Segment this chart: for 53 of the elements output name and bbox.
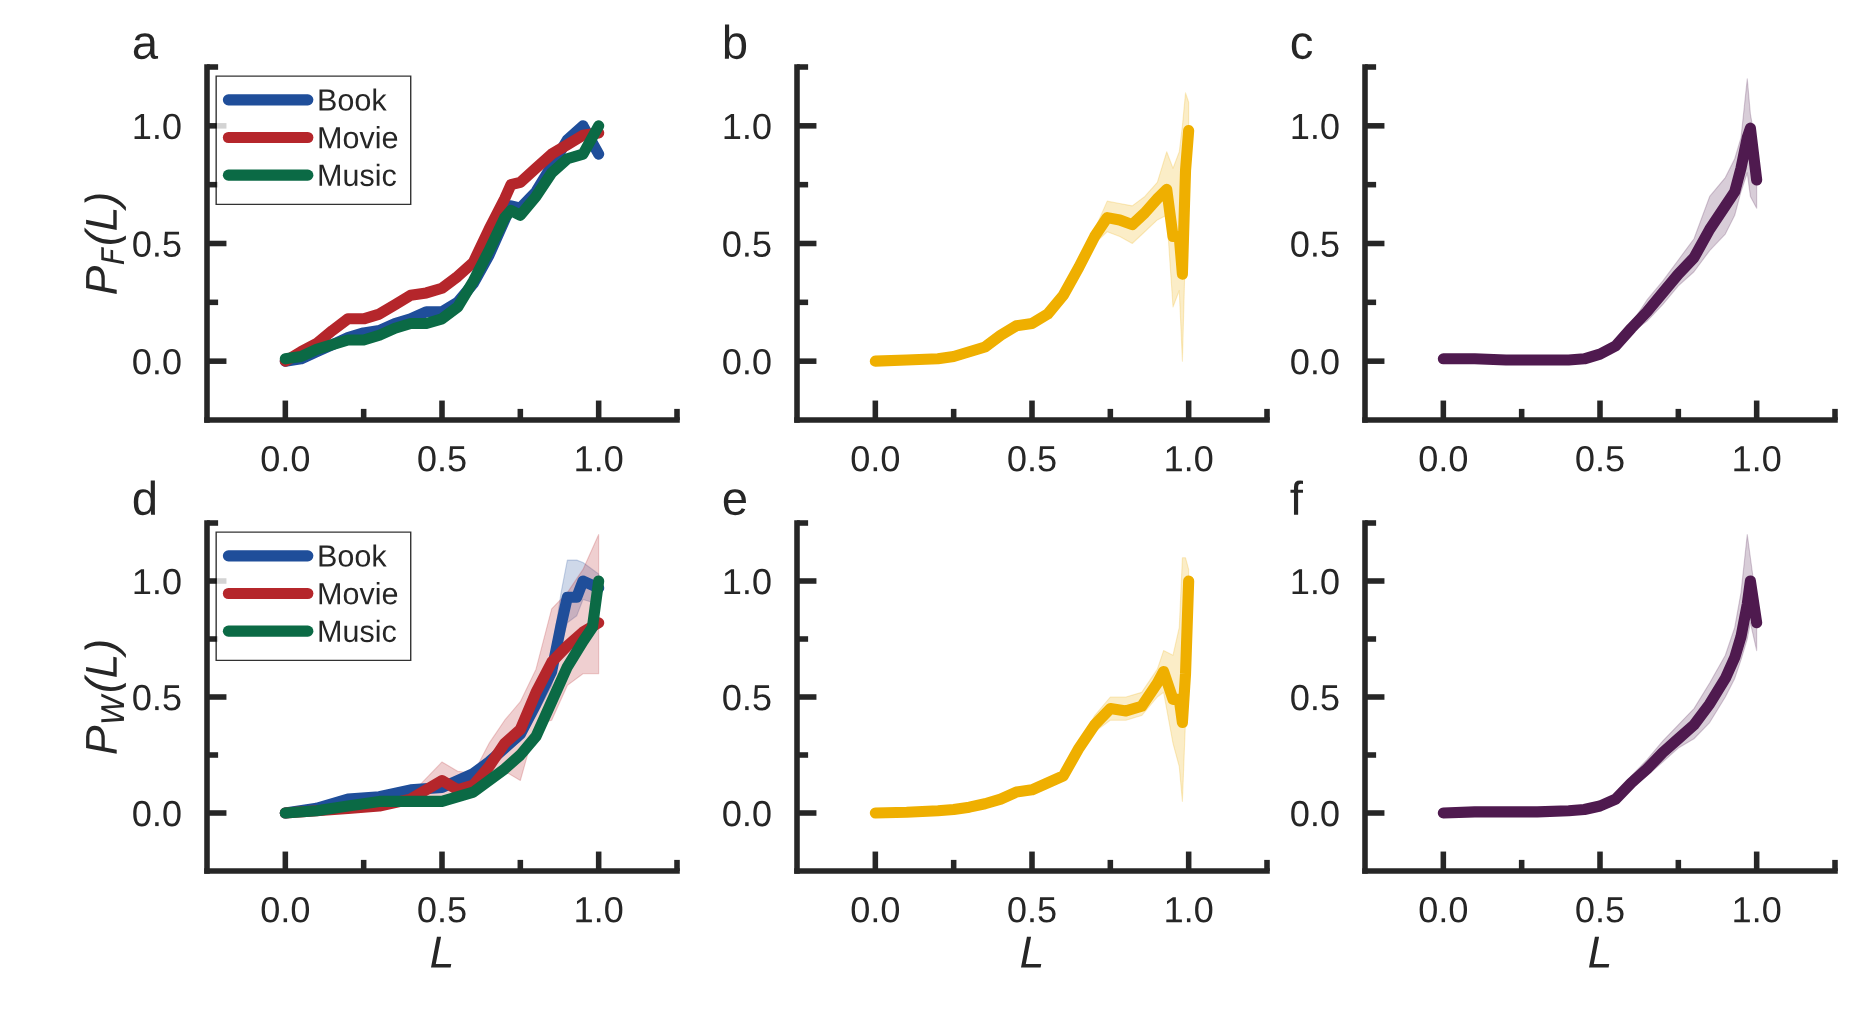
x-axis-title: L [1589, 936, 1610, 968]
x-tick-label: 1.0 [1166, 445, 1213, 472]
x-axis-title: L [1021, 936, 1042, 968]
y-tick-label: 0.5 [133, 684, 181, 711]
x-tick-label: 0.5 [1576, 896, 1624, 923]
chart-title: f [1290, 480, 1303, 515]
y-tick-label: 0.5 [133, 231, 181, 257]
y-tick-label: 0.5 [1291, 684, 1339, 711]
y-tick-label: 1.0 [1292, 113, 1339, 140]
y-axis-title: P$_{W}$(L) [84, 641, 126, 754]
chart-title: d [133, 480, 156, 516]
y-tick-label: 1.0 [1292, 568, 1339, 595]
x-tick-label: 0.5 [418, 445, 466, 472]
y-axis-title: P$_{F}$(L) [84, 194, 126, 294]
legend-label: Movie [319, 126, 398, 149]
legend-label: Music [319, 619, 396, 643]
y-tick-label: 0.0 [723, 800, 771, 827]
x-tick-label: 0.5 [1008, 445, 1056, 472]
x-tick-label: 1.0 [576, 896, 623, 923]
x-tick-label: 0.0 [261, 445, 310, 472]
y-tick-label: 0.5 [1291, 231, 1339, 257]
x-tick-label: 0.0 [851, 445, 900, 472]
x-tick-label: 1.0 [1166, 896, 1213, 923]
y-tick-label: 0.0 [133, 349, 181, 375]
chart-title: c [1291, 33, 1313, 60]
chart-title: e [723, 489, 746, 516]
x-tick-label: 0.5 [1576, 445, 1624, 472]
y-tick-label: 1.0 [134, 113, 181, 140]
x-tick-label: 1.0 [1734, 445, 1781, 472]
x-tick-label: 1.0 [1734, 896, 1781, 923]
y-tick-label: 1.0 [724, 113, 771, 140]
x-axis-title: L [431, 936, 452, 968]
y-tick-label: 0.0 [133, 800, 181, 827]
y-tick-label: 1.0 [724, 568, 771, 595]
x-tick-label: 0.5 [418, 896, 466, 923]
y-tick-label: 0.0 [723, 349, 771, 375]
x-tick-label: 0.0 [851, 896, 900, 923]
y-tick-label: 1.0 [134, 568, 181, 595]
y-tick-label: 0.0 [1291, 800, 1339, 827]
chart-title: a [133, 33, 159, 60]
legend-label: Book [319, 544, 387, 567]
x-tick-label: 0.0 [261, 896, 310, 923]
legend-label: Music [319, 163, 396, 187]
chart-title: b [724, 24, 747, 60]
x-tick-label: 0.5 [1008, 896, 1056, 923]
x-tick-label: 0.0 [1419, 896, 1468, 923]
legend-label: Movie [319, 582, 398, 605]
x-tick-label: 1.0 [576, 445, 623, 472]
y-tick-label: 0.0 [1291, 349, 1339, 375]
x-tick-label: 0.0 [1419, 445, 1468, 472]
y-tick-label: 0.5 [723, 231, 771, 257]
legend-label: Book [319, 88, 387, 111]
y-tick-label: 0.5 [723, 684, 771, 711]
